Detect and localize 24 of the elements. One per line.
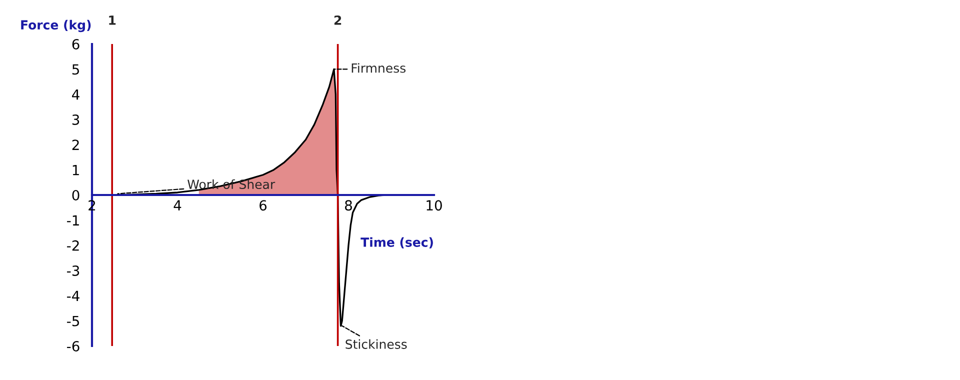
- y-tick-label: -6: [67, 340, 80, 352]
- y-tick-label: 6: [72, 38, 80, 50]
- y-axis-title: Force (kg): [21, 20, 91, 32]
- annotation: Firmness: [352, 63, 406, 73]
- y-tick-label: -4: [67, 290, 80, 301]
- y-tick-label: 4: [72, 89, 80, 100]
- y-tick-label: 2: [72, 140, 79, 150]
- y-tick-label: -5: [67, 316, 79, 326]
- y-tick-label: -3: [67, 265, 80, 276]
- x-tick-label: 10: [426, 200, 442, 211]
- y-tick-label: -2: [67, 240, 79, 251]
- y-tick-label: 3: [72, 114, 80, 125]
- y-tick-label: 0: [72, 190, 80, 200]
- x-tick-label: 8: [345, 200, 352, 211]
- y-tick-label: 1: [72, 164, 79, 176]
- annotation: Work of Shear: [188, 179, 276, 190]
- annotation: Stickiness: [346, 339, 407, 349]
- text: 2: [334, 15, 342, 25]
- y-tick-label: -1: [67, 215, 79, 226]
- x-tick-label: 4: [174, 200, 182, 210]
- text: 1: [109, 16, 116, 25]
- x-axis-title: Time (sec): [360, 237, 433, 248]
- y-tick-label: 5: [72, 64, 79, 75]
- x-tick-label: 6: [260, 200, 267, 211]
